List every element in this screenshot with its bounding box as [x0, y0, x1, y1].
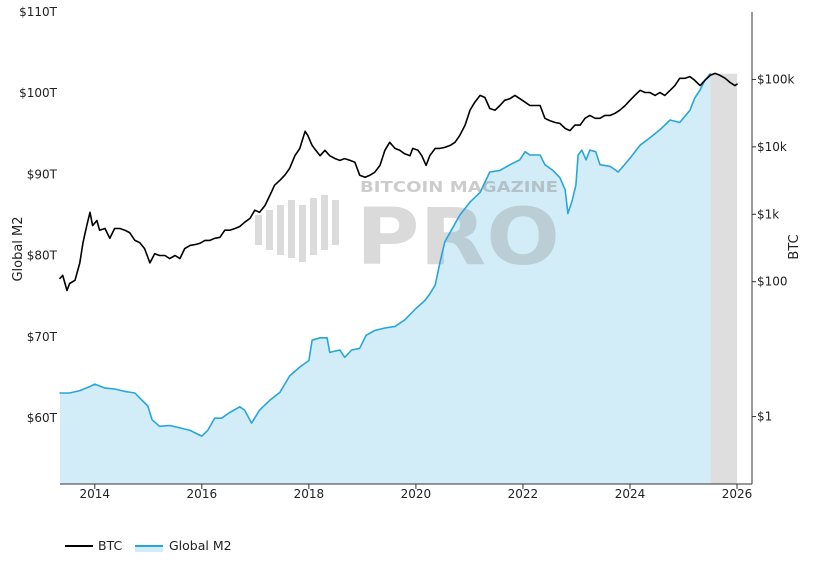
legend-label-global-m2: Global M2	[169, 538, 232, 553]
y-right-tick-label: $100	[757, 275, 788, 289]
legend-item-global-m2[interactable]: Global M2	[135, 538, 232, 553]
x-tick-label: 2024	[615, 487, 646, 501]
watermark-logo-icon	[255, 195, 339, 262]
y-right-tick-label: $100k	[757, 72, 795, 86]
legend-swatch-global-m2-fill	[135, 546, 163, 552]
y-left-tick-label: $100T	[19, 86, 58, 100]
btc-line	[59, 72, 738, 292]
shaded-region-layer	[710, 73, 738, 484]
x-tick-label: 2014	[80, 487, 111, 501]
y-left-tick-label: $60T	[27, 411, 58, 425]
legend-item-btc[interactable]: BTC	[65, 538, 122, 553]
watermark-product: PRO	[356, 193, 560, 283]
x-tick-label: 2018	[294, 487, 325, 501]
y-left-tick-label: $110T	[19, 5, 58, 19]
x-tick-label: 2020	[401, 487, 432, 501]
x-tick-label: 2022	[508, 487, 539, 501]
watermark-brand: BITCOIN MAGAZINE	[360, 178, 558, 196]
y-right-tick-label: $10k	[757, 140, 787, 154]
legend-label-btc: BTC	[98, 538, 122, 553]
y-right-tick-label: $1	[757, 410, 772, 424]
area-layer	[60, 73, 711, 484]
global-m2-line	[59, 72, 712, 437]
y-right-tick-label: $1k	[757, 207, 779, 221]
global-m2-area	[60, 73, 711, 484]
y-right-axis-title: BTC	[787, 234, 802, 259]
y-left-tick-label: $90T	[27, 167, 58, 181]
watermark: BITCOIN MAGAZINE PRO	[255, 178, 560, 283]
x-tick-label: 2016	[187, 487, 218, 501]
y-left-tick-label: $70T	[27, 330, 58, 344]
legend: BTC Global M2	[65, 538, 232, 553]
y-left-axis-title: Global M2	[11, 216, 26, 281]
x-tick-label: 2026	[722, 487, 753, 501]
y-left-tick-label: $80T	[27, 249, 58, 263]
axes-layer: 2014 2016 2018 2020 2022 2024 2026 $60T $70T $80T…	[19, 5, 794, 501]
shaded-region	[710, 73, 738, 484]
series-lines-layer	[59, 72, 738, 437]
